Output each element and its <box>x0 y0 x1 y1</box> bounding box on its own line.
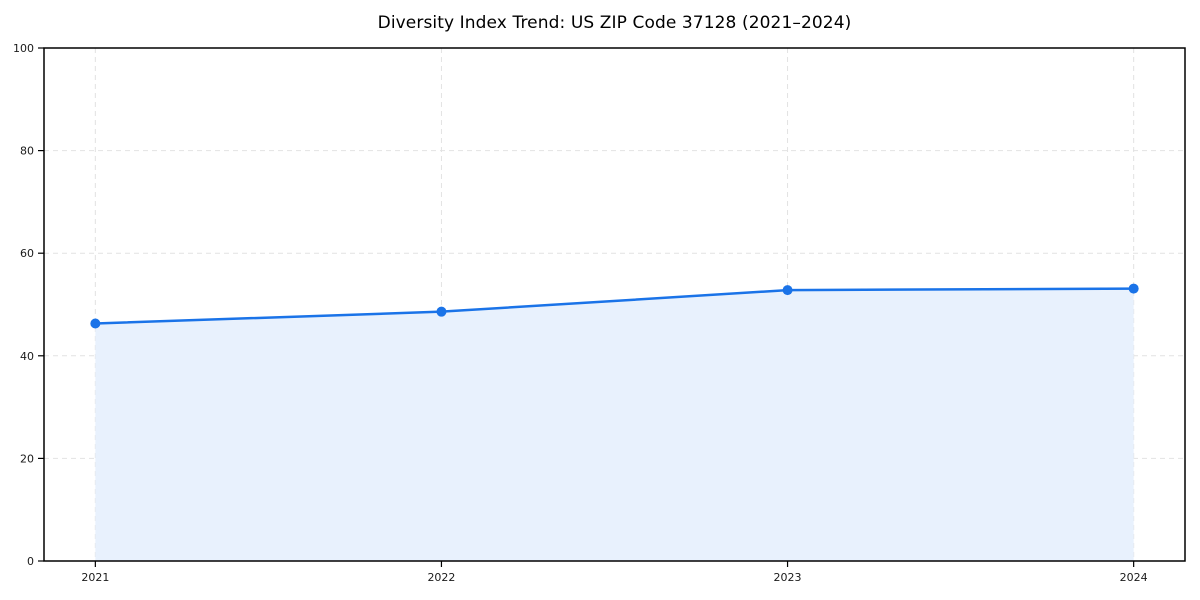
y-tick-label: 80 <box>20 145 34 158</box>
data-point-2021 <box>90 318 101 329</box>
x-tick-label: 2024 <box>1120 571 1148 584</box>
plot-border <box>43 47 1186 562</box>
x-tick-label: 2023 <box>774 571 802 584</box>
y-tick-label: 60 <box>20 247 34 260</box>
data-point-2024 <box>1128 283 1139 294</box>
area-fill <box>95 288 1134 561</box>
y-tick-label: 100 <box>13 42 34 55</box>
y-tick-label: 0 <box>27 555 34 568</box>
y-tick-label: 40 <box>20 350 34 363</box>
trend-line <box>94 287 1135 325</box>
x-tick-label: 2021 <box>81 571 109 584</box>
x-tick-label: 2022 <box>427 571 455 584</box>
data-point-2022 <box>436 306 447 317</box>
y-tick-label: 20 <box>20 452 34 465</box>
data-point-2023 <box>782 285 793 296</box>
chart-title: Diversity Index Trend: US ZIP Code 37128… <box>377 13 852 33</box>
